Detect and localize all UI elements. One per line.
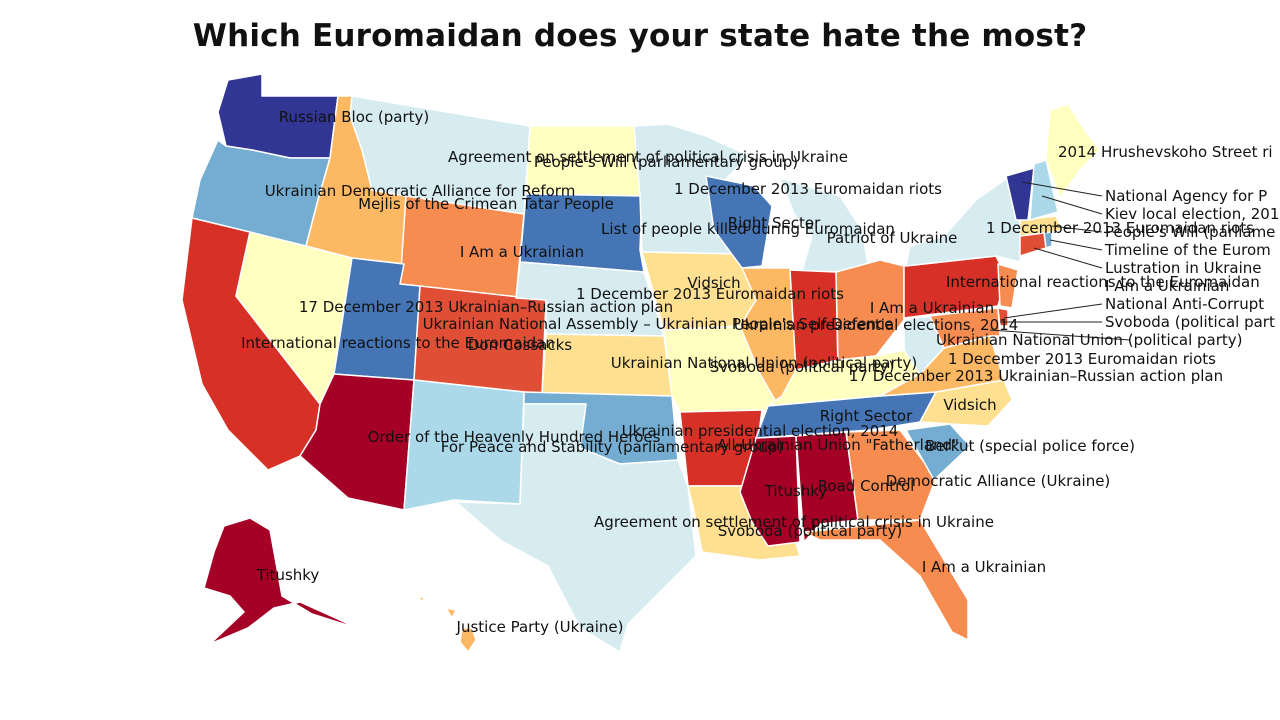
leader-line [1021,181,1103,197]
leader-line [989,329,1131,341]
label-kentucky: 17 December 2013 Ukrainian–Russian actio… [849,367,1223,385]
state-hawaii[interactable] [417,595,477,653]
label-alabama: Road Control [818,477,915,495]
label-montana: Agreement on settlement of political cri… [448,148,848,166]
state-alaska[interactable] [203,517,357,645]
label-nevada: International reactions to the Euromaida… [241,334,555,352]
leader-line [1049,239,1103,251]
state-labels: Russian Bloc (party) Agreement on settle… [241,108,1279,636]
label-maine: 2014 Hrushevskoho Street ri [1058,143,1273,161]
label-nebraska: Ukrainian National Assembly – Ukrainian … [423,315,894,333]
label-north-dakota: People's Will (parliamentary group) [534,153,798,171]
leader-line [1033,247,1103,269]
label-northeast-c: People's Will (parliame [1105,223,1275,241]
label-northeast-g: National Anti-Corrupt [1105,295,1264,313]
label-pennsylvania: International reactions to the Euromaida… [946,273,1260,291]
label-colorado: Don Cossacks [468,336,572,354]
label-northeast-b: Kiev local election, 201 [1105,205,1279,223]
state-massachusetts[interactable] [1019,215,1063,237]
state-new-mexico[interactable] [403,379,525,511]
label-michigan: Patriot of Ukraine [827,229,958,247]
state-maine[interactable] [1045,103,1101,199]
label-northeast-a: National Agency for P [1105,187,1267,205]
label-georgia: Democratic Alliance (Ukraine) [886,472,1111,490]
state-vermont[interactable] [1005,167,1035,221]
label-indiana: Ukrainian presidential elections, 2014 [734,316,1018,334]
state-south-carolina[interactable] [905,423,971,481]
label-florida: I Am a Ukrainian [922,558,1046,576]
state-texas[interactable] [455,403,697,653]
label-louisiana: Svoboda (political party) [718,522,903,540]
label-alaska: Titushky [256,566,320,584]
label-arizona: Order of the Heavenly Hundred Heroes [368,428,661,446]
label-virginia: Vidsich [943,396,996,414]
label-kansas: Ukrainian National Union (political part… [611,354,918,372]
label-arkansas: All-Ukrainian Union "Fatherland" [717,436,959,454]
label-northeast-h: Svoboda (political part [1105,313,1275,331]
label-south-dakota: List of people killed during Euromaidan [601,220,895,238]
state-florida[interactable] [803,519,969,641]
label-utah: 17 December 2013 Ukrainian–Russian actio… [299,298,673,316]
label-northeast-f: I Am a Ukrainian [1105,277,1229,295]
label-minnesota: 1 December 2013 Euromaidan riots [674,180,942,198]
leader-lines [989,181,1131,341]
label-tennessee: Right Sector [820,407,913,425]
map-title: Which Euromaidan does your state hate th… [192,18,1088,54]
label-oklahoma: Ukrainian presidential election, 2014 [622,422,899,440]
label-north-carolina: Berkut (special police force) [925,437,1135,455]
label-mississippi: Titushky [764,482,828,500]
label-hawaii: Justice Party (Ukraine) [456,618,624,636]
label-northeast-i: Ukrainian National Union (political part… [936,331,1243,349]
label-texas: Agreement on settlement of political cri… [594,513,994,531]
state-new-hampshire[interactable] [1029,159,1059,221]
state-west-virginia[interactable] [903,315,945,375]
label-iowa: Vidsich [687,274,740,292]
label-ohio: I Am a Ukrainian [870,299,994,317]
state-wisconsin[interactable] [705,175,773,269]
label-northeast-e: Lustration in Ukraine [1105,259,1262,277]
label-wisconsin: Right Sector [728,214,821,232]
state-south-dakota[interactable] [519,193,645,273]
states-layer [181,73,1101,653]
leader-line [1041,195,1103,215]
state-georgia[interactable] [845,429,937,521]
leader-line [1003,303,1103,319]
label-new-mexico: For Peace and Stability (parliamentary g… [441,438,783,456]
label-wyoming: I Am a Ukrainian [460,243,584,261]
label-washington: Russian Bloc (party) [279,108,430,126]
label-northeast-d: Timeline of the Eurom [1104,241,1271,259]
state-maryland[interactable] [929,307,1001,349]
leader-line [1051,225,1103,233]
label-missouri: Svoboda (political party) [710,358,895,376]
state-new-jersey[interactable] [997,263,1019,309]
label-oregon: Ukrainian Democratic Alliance for Reform [265,182,576,200]
label-new-york: 1 December 2013 Euromaidan riots [986,219,1254,237]
label-west-virginia: 1 December 2013 Euromaidan riots [948,350,1216,368]
state-alabama[interactable] [795,431,859,543]
label-idaho: Mejlis of the Crimean Tatar People [358,195,614,213]
label-illinois: 1 December 2013 Euromaidan riots [576,285,844,303]
